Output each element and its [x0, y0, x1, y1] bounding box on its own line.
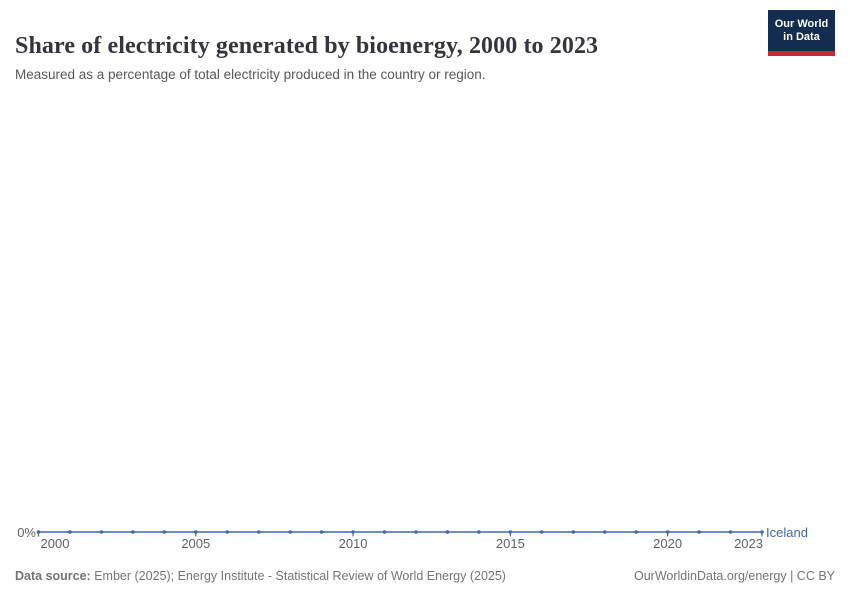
owid-logo[interactable]: Our World in Data [768, 10, 835, 56]
credit-link[interactable]: OurWorldinData.org/energy | CC BY [633, 569, 835, 583]
x-axis-tick-label: 2020 [653, 536, 683, 551]
data-point[interactable] [602, 530, 607, 534]
data-point[interactable] [697, 530, 701, 534]
y-axis-tick-label: 0% [17, 525, 36, 540]
x-axis-tick-label: 2000 [40, 536, 70, 551]
owid-logo-line1: Our World [774, 17, 829, 30]
data-point[interactable] [728, 530, 733, 534]
data-point[interactable] [760, 530, 764, 534]
x-axis-tick-label: 2010 [338, 536, 368, 551]
owid-logo-line2: in Data [783, 30, 820, 43]
data-point[interactable] [131, 530, 135, 534]
data-point[interactable] [540, 530, 544, 534]
owid-logo-box: Our World in Data [768, 10, 835, 51]
data-point[interactable] [508, 530, 513, 534]
x-axis-tick-label: 2015 [495, 536, 525, 551]
x-axis-tick-label: 2023 [734, 536, 763, 551]
data-point[interactable] [225, 530, 230, 534]
data-point[interactable] [571, 530, 576, 534]
data-point[interactable] [193, 530, 198, 534]
data-point[interactable] [445, 530, 450, 534]
chart-title: Share of electricity generated by bioene… [15, 33, 599, 60]
data-point[interactable] [288, 530, 292, 534]
data-point[interactable] [634, 530, 638, 534]
data-point[interactable] [477, 530, 481, 534]
data-point[interactable] [414, 530, 418, 534]
series-label-iceland[interactable]: Iceland [766, 525, 808, 540]
data-point[interactable] [256, 530, 261, 534]
x-axis-tick-label: 2005 [181, 536, 211, 551]
data-point[interactable] [665, 530, 670, 534]
data-point[interactable] [162, 530, 167, 534]
data-source-text: Ember (2025); Energy Institute - Statist… [90, 569, 506, 583]
data-point[interactable] [68, 530, 72, 534]
data-source-note: Data source: Ember (2025); Energy Instit… [15, 568, 506, 584]
data-point[interactable] [319, 530, 324, 534]
data-source-label: Data source: [15, 569, 91, 583]
data-point[interactable] [351, 530, 355, 534]
chart-footer: Data source: Ember (2025); Energy Instit… [15, 568, 835, 584]
data-point[interactable] [36, 530, 41, 534]
chart-subtitle: Measured as a percentage of total electr… [15, 66, 486, 82]
owid-logo-underline [768, 51, 835, 56]
chart-canvas[interactable] [0, 510, 850, 555]
data-point[interactable] [382, 530, 387, 534]
data-point[interactable] [99, 530, 104, 534]
